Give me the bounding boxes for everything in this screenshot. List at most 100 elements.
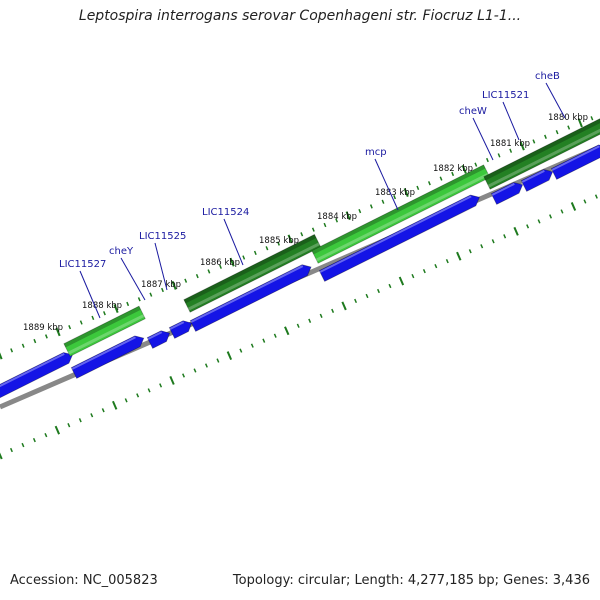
tick-mark (54, 425, 61, 435)
tick-mark (193, 368, 197, 373)
tick-mark (229, 257, 235, 267)
tick-mark (590, 116, 594, 121)
gene-shape (189, 264, 312, 332)
reverse-gene-6 (318, 194, 480, 282)
tick-mark (439, 176, 443, 181)
gene-label-lic11525: LIC11525 (139, 231, 186, 242)
tick-mark (388, 283, 392, 289)
tick-mark (182, 373, 185, 378)
tick-mark (204, 363, 208, 368)
tick-mark (79, 320, 83, 325)
ruler-label: 1881 kbp (490, 139, 530, 149)
tick-mark (544, 134, 547, 139)
tick-mark (242, 255, 246, 260)
tick-mark (398, 276, 405, 286)
gene-shape (520, 169, 554, 192)
genome-summary-text: Topology: circular; Length: 4,277,185 bp… (232, 573, 590, 588)
tick-mark (90, 413, 94, 418)
gene-leader-line (472, 117, 494, 161)
gene-shade (311, 164, 486, 255)
reverse-strand-genes (0, 144, 600, 401)
tick-mark (323, 222, 327, 228)
tick-mark (226, 351, 233, 361)
tick-mark (239, 348, 243, 353)
gene-shape (483, 118, 600, 190)
ruler-label: 1887 kbp (141, 280, 181, 290)
tick-mark (411, 273, 415, 279)
gene-highlight (551, 145, 600, 171)
tick-mark (594, 194, 598, 199)
forward-gene-2 (183, 233, 322, 313)
tick-mark (354, 298, 358, 304)
tick-mark (44, 334, 48, 339)
tick-mark (331, 308, 335, 314)
tick-mark (577, 118, 583, 128)
gene-leader-line (79, 270, 101, 319)
gene-highlight (491, 182, 515, 196)
tick-mark (456, 251, 462, 261)
gene-highlight (187, 242, 320, 311)
tick-mark (184, 278, 188, 283)
ruler-label: 1889 kbp (23, 323, 63, 333)
tick-mark (112, 400, 118, 410)
tick-mark (403, 188, 409, 197)
gene-highlight (169, 321, 185, 330)
gene-leader-line (545, 82, 566, 119)
tick-mark (560, 209, 564, 214)
tick-mark (67, 423, 71, 428)
tick-mark (101, 408, 105, 413)
gene-leader-line (502, 101, 520, 141)
tick-mark (567, 125, 571, 130)
tick-mark (445, 259, 449, 264)
tick-mark (159, 383, 163, 388)
tick-mark (277, 241, 280, 246)
ruler-label: 1883 kbp (375, 188, 415, 198)
tick-mark (491, 239, 495, 244)
tick-mark (393, 195, 397, 200)
tick-mark (480, 244, 484, 249)
tick-mark (526, 224, 530, 229)
gene-leader-line (120, 257, 146, 301)
gene-label-chew: cheW (459, 106, 487, 117)
tick-mark (33, 338, 37, 344)
gene-shape (318, 194, 480, 282)
tick-mark (461, 164, 467, 174)
tick-mark (91, 315, 95, 320)
ruler-label: 1886 kbp (200, 258, 240, 268)
reverse-gene-3 (146, 330, 171, 349)
tick-mark (9, 447, 13, 453)
tick-mark (169, 376, 175, 385)
gene-highlight (71, 336, 136, 370)
tick-mark (253, 250, 257, 256)
tick-mark (381, 199, 385, 204)
tick-mark (468, 249, 472, 254)
gene-highlight (487, 126, 600, 188)
tick-mark (284, 326, 290, 336)
tick-mark (124, 398, 128, 403)
tick-mark (308, 318, 312, 323)
tick-mark (427, 181, 431, 186)
tick-mark (250, 343, 254, 348)
gene-label-chey: cheY (109, 246, 134, 257)
accession-text: Accession: NC_005823 (10, 573, 158, 588)
gene-highlight (315, 172, 489, 262)
tick-mark (147, 388, 151, 393)
gene-highlight (319, 195, 472, 273)
tick-mark (161, 287, 164, 293)
tick-mark (265, 246, 269, 251)
forward-gene-1 (63, 305, 146, 357)
tick-mark (555, 130, 559, 135)
tick-mark (0, 352, 3, 360)
gene-label-mcp: mcp (365, 147, 387, 158)
inner-tick-ring (0, 194, 598, 460)
tick-mark (300, 232, 304, 237)
gene-shape (311, 164, 491, 264)
tick-mark (21, 442, 25, 448)
tick-mark (365, 293, 369, 299)
tick-mark (126, 301, 130, 307)
tick-mark (311, 227, 315, 232)
tick-mark (78, 418, 82, 423)
reverse-gene-2 (70, 335, 145, 379)
